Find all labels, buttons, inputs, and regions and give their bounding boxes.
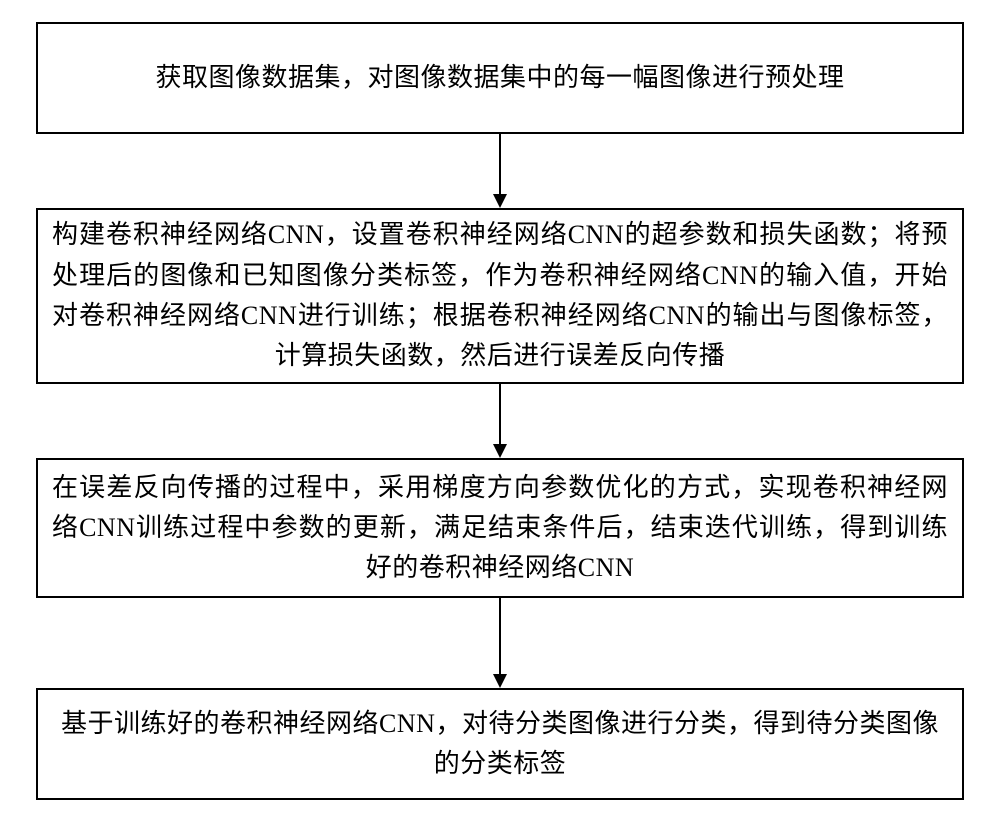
- flow-step-4: 基于训练好的卷积神经网络CNN，对待分类图像进行分类，得到待分类图像的分类标签: [36, 688, 964, 800]
- arrow-1-2: [490, 134, 510, 208]
- flow-step-2: 构建卷积神经网络CNN，设置卷积神经网络CNN的超参数和损失函数；将预处理后的图…: [36, 208, 964, 384]
- arrow-3-4: [490, 598, 510, 688]
- flow-step-3: 在误差反向传播的过程中，采用梯度方向参数优化的方式，实现卷积神经网络CNN训练过…: [36, 458, 964, 598]
- arrow-2-3: [490, 384, 510, 458]
- flow-step-2-text: 构建卷积神经网络CNN，设置卷积神经网络CNN的超参数和损失函数；将预处理后的图…: [52, 215, 948, 376]
- flowchart-container: 获取图像数据集，对图像数据集中的每一幅图像进行预处理 构建卷积神经网络CNN，设…: [0, 0, 1000, 840]
- flow-step-1-text: 获取图像数据集，对图像数据集中的每一幅图像进行预处理: [155, 58, 844, 98]
- flow-step-3-text: 在误差反向传播的过程中，采用梯度方向参数优化的方式，实现卷积神经网络CNN训练过…: [52, 468, 948, 589]
- flow-step-1: 获取图像数据集，对图像数据集中的每一幅图像进行预处理: [36, 22, 964, 134]
- flow-step-4-text: 基于训练好的卷积神经网络CNN，对待分类图像进行分类，得到待分类图像的分类标签: [52, 704, 948, 785]
